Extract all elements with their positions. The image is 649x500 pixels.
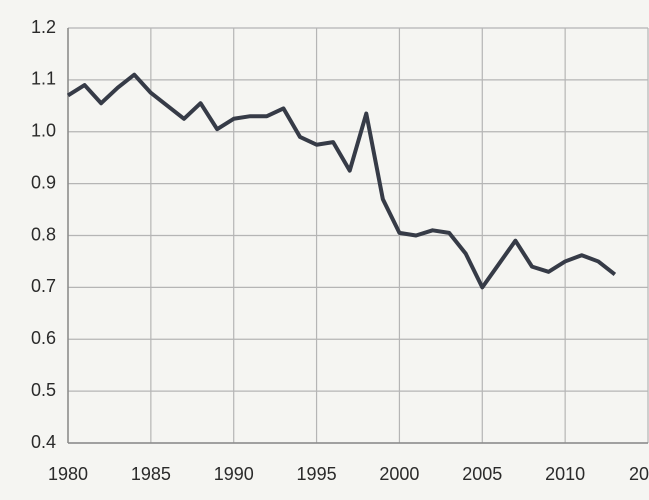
y-tick-label: 0.6 <box>31 328 56 348</box>
x-tick-label: 2005 <box>462 464 502 484</box>
y-tick-label: 0.8 <box>31 224 56 244</box>
y-tick-label: 0.7 <box>31 276 56 296</box>
x-tick-label: 2010 <box>545 464 585 484</box>
x-tick-label: 1985 <box>131 464 171 484</box>
y-tick-label: 1.2 <box>31 17 56 37</box>
y-tick-label: 1.1 <box>31 69 56 89</box>
y-tick-label: 0.9 <box>31 172 56 192</box>
x-tick-label: 20 <box>629 464 649 484</box>
data-line <box>66 72 617 290</box>
y-tick-label: 1.0 <box>31 121 56 141</box>
x-tick-label: 2000 <box>379 464 419 484</box>
x-tick-label: 1980 <box>48 464 88 484</box>
x-tick-label: 1990 <box>214 464 254 484</box>
y-tick-label: 0.5 <box>31 380 56 400</box>
x-tick-label: 1995 <box>297 464 337 484</box>
y-tick-label: 0.4 <box>31 432 56 452</box>
